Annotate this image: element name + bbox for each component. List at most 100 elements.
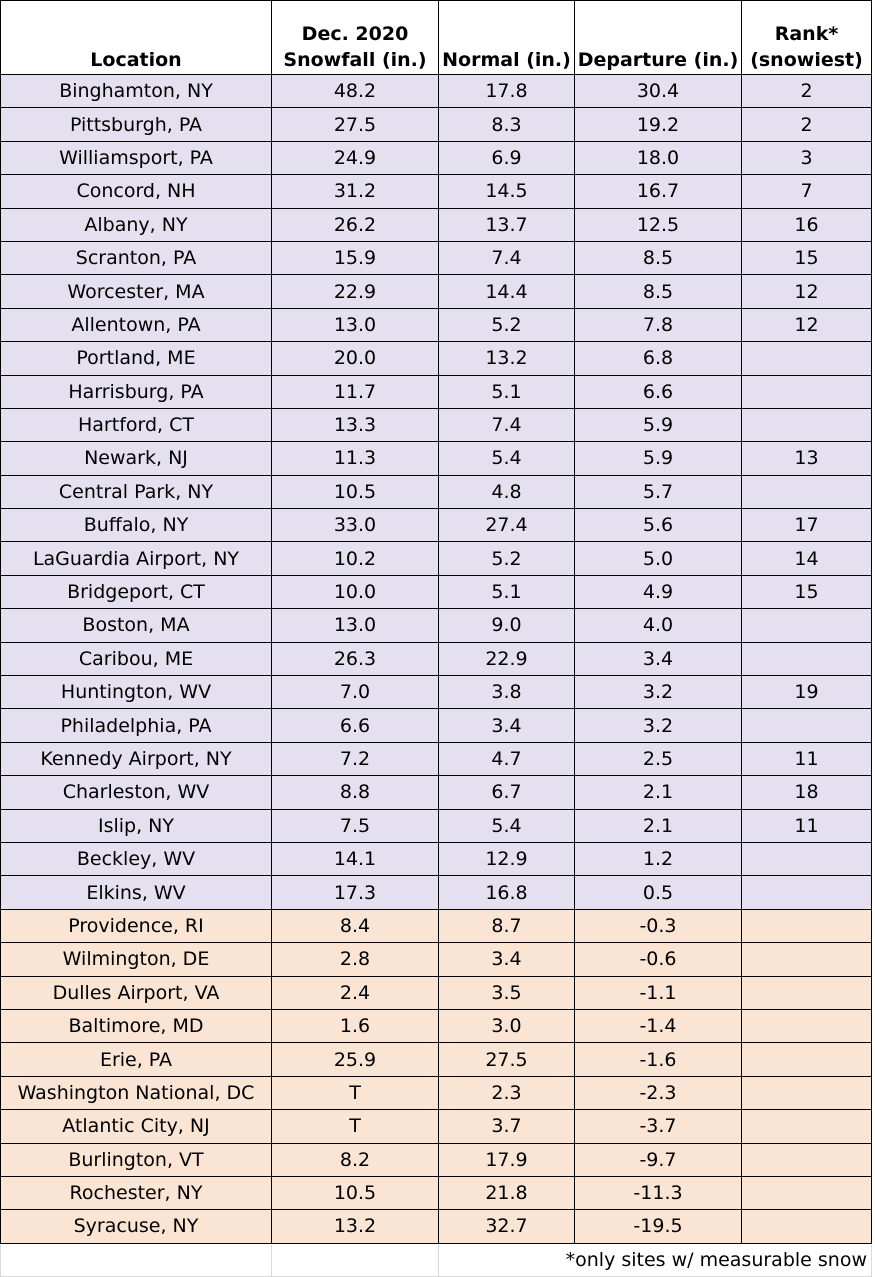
cell-snowfall: 10.0 bbox=[271, 574, 439, 610]
cell-rank bbox=[741, 1142, 872, 1177]
cell-location: Washington National, DC bbox=[0, 1075, 272, 1111]
cell-departure: 3.2 bbox=[574, 675, 742, 710]
cell-normal: 5.4 bbox=[438, 808, 575, 843]
cell-normal: 17.8 bbox=[438, 73, 575, 109]
cell-departure: 12.5 bbox=[574, 207, 742, 242]
cell-normal: 4.7 bbox=[438, 741, 575, 777]
table-row: Worcester, MA 22.9 14.4 8.5 12 bbox=[0, 274, 872, 309]
cell-snowfall: 10.5 bbox=[271, 1175, 439, 1211]
cell-rank: 19 bbox=[741, 675, 872, 710]
table-row: Elkins, WV 17.3 16.8 0.5 bbox=[0, 875, 872, 910]
cell-location: Elkins, WV bbox=[0, 875, 272, 910]
cell-normal: 14.4 bbox=[438, 274, 575, 309]
cell-departure: 18.0 bbox=[574, 140, 742, 176]
cell-location: LaGuardia Airport, NY bbox=[0, 541, 272, 576]
cell-departure: 5.0 bbox=[574, 541, 742, 576]
cell-departure: 8.5 bbox=[574, 274, 742, 309]
cell-location: Baltimore, MD bbox=[0, 1008, 272, 1044]
table-row: Caribou, ME 26.3 22.9 3.4 bbox=[0, 641, 872, 677]
cell-rank: 11 bbox=[741, 741, 872, 777]
cell-departure: 6.6 bbox=[574, 374, 742, 409]
cell-location: Providence, RI bbox=[0, 908, 272, 944]
cell-departure: -1.4 bbox=[574, 1008, 742, 1044]
cell-snowfall: 7.0 bbox=[271, 675, 439, 710]
cell-departure: 4.9 bbox=[574, 574, 742, 610]
cell-snowfall: 24.9 bbox=[271, 140, 439, 176]
cell-rank: 15 bbox=[741, 574, 872, 610]
table-row: Rochester, NY 10.5 21.8 -11.3 bbox=[0, 1175, 872, 1211]
cell-rank: 17 bbox=[741, 508, 872, 543]
cell-rank: 12 bbox=[741, 307, 872, 343]
cell-normal: 13.2 bbox=[438, 341, 575, 376]
cell-location: Islip, NY bbox=[0, 808, 272, 843]
cell-normal: 5.4 bbox=[438, 441, 575, 476]
cell-departure: -3.7 bbox=[574, 1109, 742, 1144]
header-row: Location Dec. 2020 Snowfall (in.) Normal… bbox=[0, 0, 872, 75]
cell-rank: 7 bbox=[741, 174, 872, 209]
cell-departure: 6.8 bbox=[574, 341, 742, 376]
cell-snowfall: 11.7 bbox=[271, 374, 439, 409]
cell-normal: 21.8 bbox=[438, 1175, 575, 1211]
cell-rank bbox=[741, 608, 872, 643]
cell-departure: -11.3 bbox=[574, 1175, 742, 1211]
header-rank: Rank* (snowiest) bbox=[741, 0, 872, 75]
cell-snowfall: 2.4 bbox=[271, 975, 439, 1010]
cell-location: Burlington, VT bbox=[0, 1142, 272, 1177]
cell-departure: 0.5 bbox=[574, 875, 742, 910]
cell-location: Central Park, NY bbox=[0, 474, 272, 510]
cell-location: Allentown, PA bbox=[0, 307, 272, 343]
table-row: Pittsburgh, PA 27.5 8.3 19.2 2 bbox=[0, 107, 872, 142]
table-row: Atlantic City, NJ T 3.7 -3.7 bbox=[0, 1109, 872, 1144]
table-row: Baltimore, MD 1.6 3.0 -1.4 bbox=[0, 1008, 872, 1044]
table-row: Buffalo, NY 33.0 27.4 5.6 17 bbox=[0, 508, 872, 543]
table-row: Charleston, WV 8.8 6.7 2.1 18 bbox=[0, 775, 872, 810]
cell-rank: 11 bbox=[741, 808, 872, 843]
cell-rank: 14 bbox=[741, 541, 872, 576]
cell-snowfall: 8.2 bbox=[271, 1142, 439, 1177]
cell-location: Bridgeport, CT bbox=[0, 574, 272, 610]
cell-rank: 2 bbox=[741, 73, 872, 109]
header-snowfall: Dec. 2020 Snowfall (in.) bbox=[271, 0, 439, 75]
cell-normal: 12.9 bbox=[438, 841, 575, 877]
table-row: Binghamton, NY 48.2 17.8 30.4 2 bbox=[0, 73, 872, 109]
table-row: Hartford, CT 13.3 7.4 5.9 bbox=[0, 407, 872, 443]
cell-snowfall: 10.5 bbox=[271, 474, 439, 510]
table-row: Dulles Airport, VA 2.4 3.5 -1.1 bbox=[0, 975, 872, 1010]
cell-departure: 3.2 bbox=[574, 708, 742, 743]
cell-snowfall: 22.9 bbox=[271, 274, 439, 309]
cell-normal: 22.9 bbox=[438, 641, 575, 677]
cell-departure: -0.6 bbox=[574, 942, 742, 977]
cell-location: Kennedy Airport, NY bbox=[0, 741, 272, 777]
cell-snowfall: 20.0 bbox=[271, 341, 439, 376]
footer-blank-cell bbox=[0, 1242, 272, 1277]
cell-snowfall: 25.9 bbox=[271, 1042, 439, 1077]
cell-rank: 18 bbox=[741, 775, 872, 810]
cell-normal: 8.7 bbox=[438, 908, 575, 944]
cell-normal: 7.4 bbox=[438, 407, 575, 443]
cell-location: Beckley, WV bbox=[0, 841, 272, 877]
cell-snowfall: 14.1 bbox=[271, 841, 439, 877]
cell-normal: 14.5 bbox=[438, 174, 575, 209]
cell-snowfall: 13.3 bbox=[271, 407, 439, 443]
header-rank-line1: Rank* bbox=[774, 23, 839, 45]
cell-normal: 5.1 bbox=[438, 574, 575, 610]
header-snowfall-line1: Dec. 2020 bbox=[301, 23, 409, 45]
cell-normal: 8.3 bbox=[438, 107, 575, 142]
cell-departure: 16.7 bbox=[574, 174, 742, 209]
cell-location: Hartford, CT bbox=[0, 407, 272, 443]
cell-rank bbox=[741, 1042, 872, 1077]
cell-location: Atlantic City, NJ bbox=[0, 1109, 272, 1144]
table-row: Scranton, PA 15.9 7.4 8.5 15 bbox=[0, 240, 872, 276]
cell-rank bbox=[741, 341, 872, 376]
cell-rank: 2 bbox=[741, 107, 872, 142]
cell-departure: -2.3 bbox=[574, 1075, 742, 1111]
table-row: Huntington, WV 7.0 3.8 3.2 19 bbox=[0, 675, 872, 710]
cell-location: Albany, NY bbox=[0, 207, 272, 242]
header-normal: Normal (in.) bbox=[438, 0, 575, 75]
cell-rank bbox=[741, 1075, 872, 1111]
table-row: Bridgeport, CT 10.0 5.1 4.9 15 bbox=[0, 574, 872, 610]
table-row: Kennedy Airport, NY 7.2 4.7 2.5 11 bbox=[0, 741, 872, 777]
cell-snowfall: 2.8 bbox=[271, 942, 439, 977]
cell-rank: 12 bbox=[741, 274, 872, 309]
table-row: Beckley, WV 14.1 12.9 1.2 bbox=[0, 841, 872, 877]
